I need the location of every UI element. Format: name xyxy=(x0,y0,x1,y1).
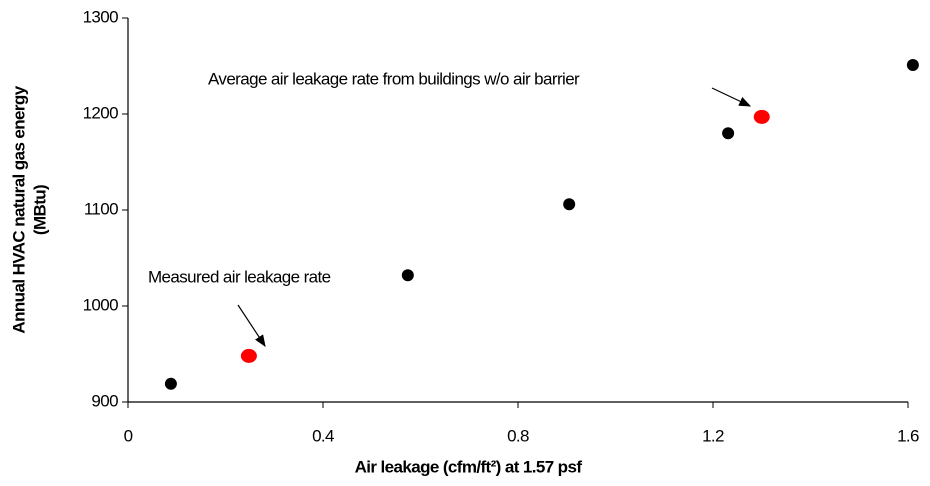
point xyxy=(753,109,770,124)
annotation-arrow xyxy=(711,87,752,107)
x-tick-label: 0 xyxy=(124,426,133,445)
annotation-arrow xyxy=(237,304,266,348)
x-tick-label: 0.4 xyxy=(312,426,334,445)
y-axis-label: (MBtu) xyxy=(30,185,49,235)
point xyxy=(563,198,576,211)
y-tick-label: 1300 xyxy=(83,7,119,26)
annotation: Measured air leakage rate xyxy=(148,267,331,286)
y-axis-label: Annual HVAC natural gas energy xyxy=(9,85,28,333)
x-tick-label: 1.2 xyxy=(702,426,724,445)
point xyxy=(401,269,414,282)
point xyxy=(722,127,735,140)
y-tick-label: 1200 xyxy=(83,103,119,122)
y-tick-label: 1000 xyxy=(83,295,119,314)
x-tick-label: 0.8 xyxy=(507,426,529,445)
annotation: Average air leakage rate from buildings … xyxy=(208,69,580,88)
point xyxy=(906,59,919,72)
y-tick-label: 1100 xyxy=(84,199,118,218)
point xyxy=(240,348,257,363)
x-axis-label: Air leakage (cfm/ft²) at 1.57 psf xyxy=(355,457,583,476)
y-tick-label: 900 xyxy=(91,391,118,410)
point xyxy=(164,377,177,390)
x-tick-label: 1.6 xyxy=(897,426,919,445)
